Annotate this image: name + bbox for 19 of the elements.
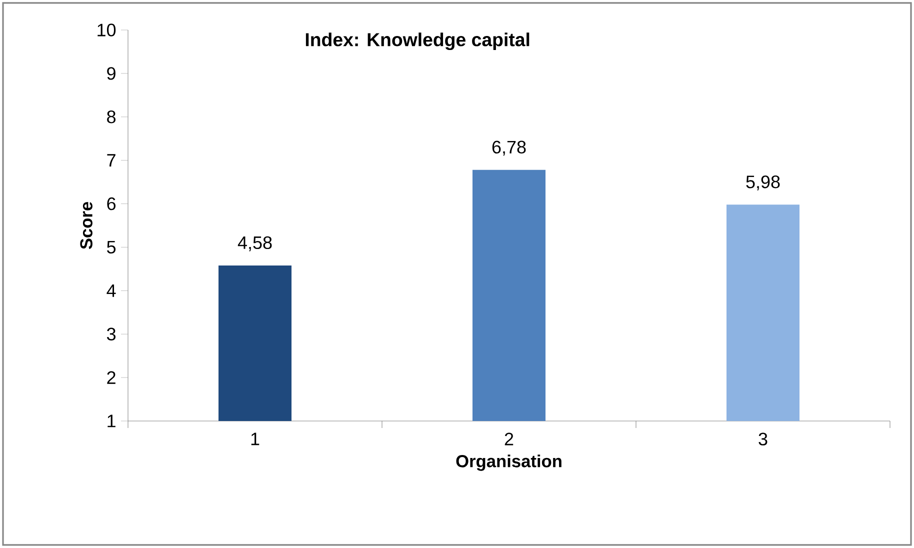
y-tick-label: 3	[106, 328, 116, 340]
y-tick-label: 2	[107, 371, 116, 384]
data-label: 5,98	[746, 176, 780, 190]
y-tick-label: 5	[106, 240, 116, 254]
chart-title: Index: Knowledge capital	[306, 32, 530, 50]
y-tick-label: 6	[107, 197, 116, 210]
y-axis-title: Score	[80, 202, 92, 250]
y-tick-label: 10	[98, 24, 116, 36]
y-tick-label: 1	[108, 414, 116, 428]
y-tick-label: 8	[107, 110, 116, 124]
data-label: 6,78	[492, 140, 526, 156]
data-label: 4,58	[238, 236, 272, 252]
x-tick-label: 2	[504, 432, 514, 446]
y-tick-label: 9	[107, 67, 116, 80]
x-axis-title: Organisation	[456, 454, 562, 471]
x-tick-label: 1	[251, 432, 260, 446]
y-tick-label: 4	[106, 284, 116, 297]
x-tick-label: 3	[758, 432, 768, 446]
y-tick-label: 7	[107, 154, 116, 167]
